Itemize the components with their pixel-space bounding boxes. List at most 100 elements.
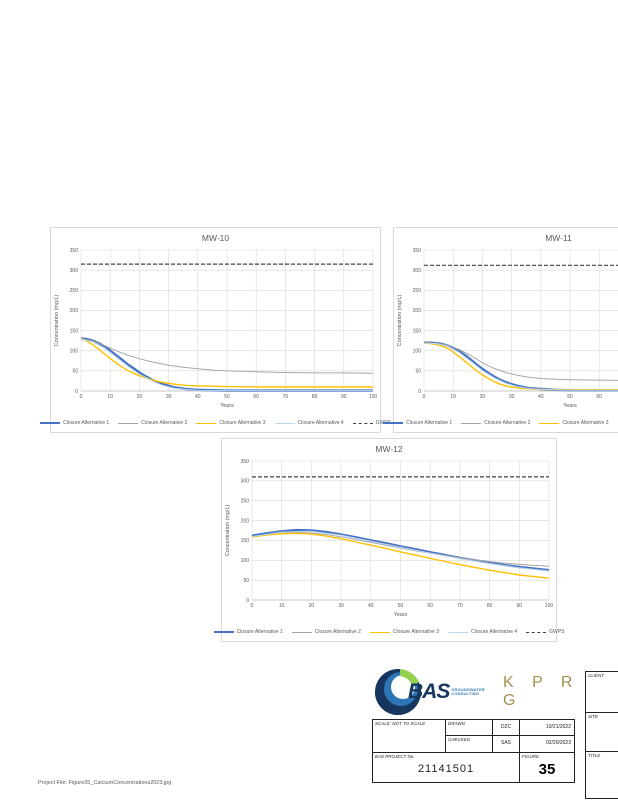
x-tick-label: 20	[480, 394, 486, 400]
drawn-date-cell: 10/21/2022	[519, 718, 575, 737]
project-label: BAS PROJECT No.	[375, 753, 415, 759]
legend-item: Closure Alternative 3	[369, 629, 439, 635]
x-tick-label: 80	[312, 394, 318, 400]
y-tick-label: 150	[241, 538, 250, 544]
series-closure-alternative-4	[423, 342, 618, 391]
legend-swatch	[383, 422, 404, 424]
y-tick-label: 250	[241, 499, 250, 505]
legend-label: Closure Alternative 3	[392, 629, 439, 635]
checked-label-cell: CHECKED	[445, 735, 493, 753]
checked-by: SAS	[500, 740, 511, 747]
x-tick-label: 10	[450, 394, 456, 400]
figure-number: 35	[538, 760, 556, 778]
legend-item: Closure Alternative 1	[40, 420, 109, 426]
legend-label: Closure Alternative 1	[63, 420, 110, 426]
x-axis-title: Years	[394, 612, 408, 618]
legend-item: Closure Alternative 2	[461, 420, 530, 426]
legend-label: Closure Alternative 4	[297, 420, 344, 426]
y-tick-label: 200	[70, 308, 79, 314]
client-label: CLIENT	[588, 673, 605, 678]
series-closure-alternative-4	[251, 530, 550, 572]
project-number: 21141501	[417, 762, 475, 775]
y-tick-label: 350	[70, 248, 79, 254]
x-tick-label: 0	[251, 603, 254, 609]
y-tick-label: 50	[243, 578, 249, 584]
x-tick-label: 70	[283, 394, 289, 400]
legend-item: Closure Alternative 4	[274, 420, 344, 426]
series-closure-alternative-3	[251, 532, 550, 579]
legend-item: Closure Alternative 3	[539, 420, 609, 426]
x-tick-label: 50	[567, 394, 573, 400]
bas-logo: BAS GROUNDWATER CONSULTING	[374, 668, 485, 716]
x-tick-label: 100	[545, 603, 554, 609]
x-tick-label: 20	[137, 394, 143, 400]
x-tick-label: 40	[368, 603, 374, 609]
legend-label: GWPS	[549, 629, 565, 635]
x-tick-label: 0	[80, 394, 83, 400]
bas-tagline-line2: CONSULTING	[451, 692, 480, 696]
title-block-left: SCALE: NOT TO SCALE DRAWN DZC 10/21/2022…	[372, 718, 575, 783]
brand-row: BAS GROUNDWATER CONSULTING K P R G	[374, 666, 589, 718]
x-tick-label: 20	[309, 603, 315, 609]
checked-date: 02/20/2023	[545, 740, 571, 747]
kprg-wordmark: K P R G	[502, 674, 580, 709]
drawing-title-line1: CALCIU	[587, 761, 618, 769]
chart-mw10: MW-10 0 50 100 150 200 250 300 350 0 10 20 30 40 50 60…	[40, 227, 391, 433]
y-tick-label: 300	[70, 268, 79, 274]
chart-plot: 0501001502002503003500102030405060708090…	[397, 248, 618, 409]
title-label: TITLE	[588, 752, 601, 758]
y-tick-label: 150	[70, 328, 79, 334]
chart-title: MW-10	[201, 233, 230, 243]
legend-swatch	[196, 422, 217, 424]
y-axis-title: Concentration (mg/L)	[225, 505, 231, 557]
legend-label: Closure Alternative 3	[219, 420, 266, 426]
y-tick-label: 100	[70, 349, 79, 355]
bas-tagline: GROUNDWATER CONSULTING	[451, 688, 485, 696]
legend-label: Closure Alternative 2	[314, 629, 361, 635]
series-closure-alternative-2	[251, 532, 550, 567]
x-tick-label: 80	[487, 603, 493, 609]
series-closure-alternative-3	[80, 338, 373, 388]
legend-swatch	[291, 631, 312, 633]
x-tick-label: 60	[427, 603, 433, 609]
title-cell: TITLE CALCIU POND	[585, 750, 618, 800]
legend-label: Closure Alternative 1	[406, 420, 453, 426]
x-tick-label: 60	[596, 394, 602, 400]
legend-swatch	[539, 422, 560, 424]
figure-label: FIGURE	[522, 753, 540, 759]
x-tick-label: 70	[457, 603, 463, 609]
x-tick-label: 0	[423, 394, 426, 400]
x-tick-label: 60	[253, 394, 259, 400]
y-axis-title: Concentration (mg/L)	[54, 295, 60, 347]
x-tick-label: 40	[538, 394, 544, 400]
x-tick-label: 50	[224, 394, 230, 400]
bas-wave-icon	[375, 669, 421, 715]
y-tick-label: 50	[415, 369, 421, 375]
checked-label: CHECKED	[448, 737, 471, 743]
legend-item: Closure Alternative 2	[291, 629, 361, 635]
series-closure-alternative-4	[80, 338, 373, 392]
y-tick-label: 50	[72, 369, 78, 375]
legend-swatch	[213, 631, 234, 633]
scale-text: SCALE: NOT TO SCALE	[375, 721, 426, 726]
client-cell: CLIENT	[585, 671, 618, 713]
legend-item: Closure Alternative 1	[213, 629, 283, 635]
legend-label: Closure Alternative 2	[141, 420, 188, 426]
bas-wordmark: BAS	[408, 680, 450, 703]
y-tick-label: 350	[241, 459, 250, 465]
legend-swatch	[274, 422, 295, 424]
y-tick-label: 100	[241, 558, 250, 564]
legend-item: Closure Alternative 3	[196, 420, 266, 426]
x-tick-label: 90	[341, 394, 347, 400]
project-cell: BAS PROJECT No. 21141501	[372, 751, 520, 783]
legend-swatch	[118, 422, 139, 424]
legend-item: Closure Alternative 1	[383, 420, 452, 426]
y-tick-label: 0	[75, 389, 78, 395]
legend-item: GWPS	[526, 629, 564, 635]
y-axis-title: Concentration (mg/L)	[397, 295, 403, 347]
y-tick-label: 250	[70, 288, 79, 294]
chart-mw12: MW-12 0 50 100 150 200 250 300 350 0 10 20 30 40 50 60…	[213, 438, 564, 642]
